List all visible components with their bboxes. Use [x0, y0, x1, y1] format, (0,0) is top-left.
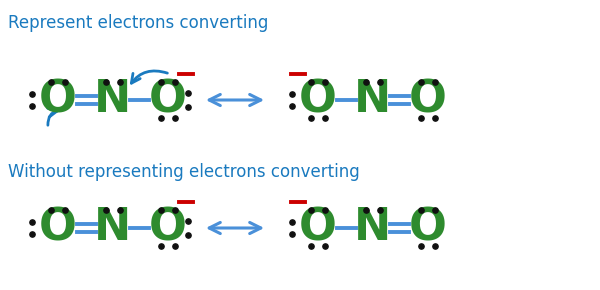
Text: N: N [355, 206, 392, 249]
Text: O: O [409, 79, 447, 122]
Text: O: O [149, 206, 187, 249]
Text: Represent electrons converting: Represent electrons converting [8, 14, 268, 32]
Text: O: O [299, 206, 337, 249]
Text: O: O [149, 79, 187, 122]
Text: O: O [39, 206, 77, 249]
Text: O: O [299, 79, 337, 122]
Text: Without representing electrons converting: Without representing electrons convertin… [8, 163, 360, 181]
Text: O: O [409, 206, 447, 249]
Text: N: N [94, 206, 131, 249]
Text: N: N [355, 79, 392, 122]
Text: N: N [94, 79, 131, 122]
Text: O: O [39, 79, 77, 122]
